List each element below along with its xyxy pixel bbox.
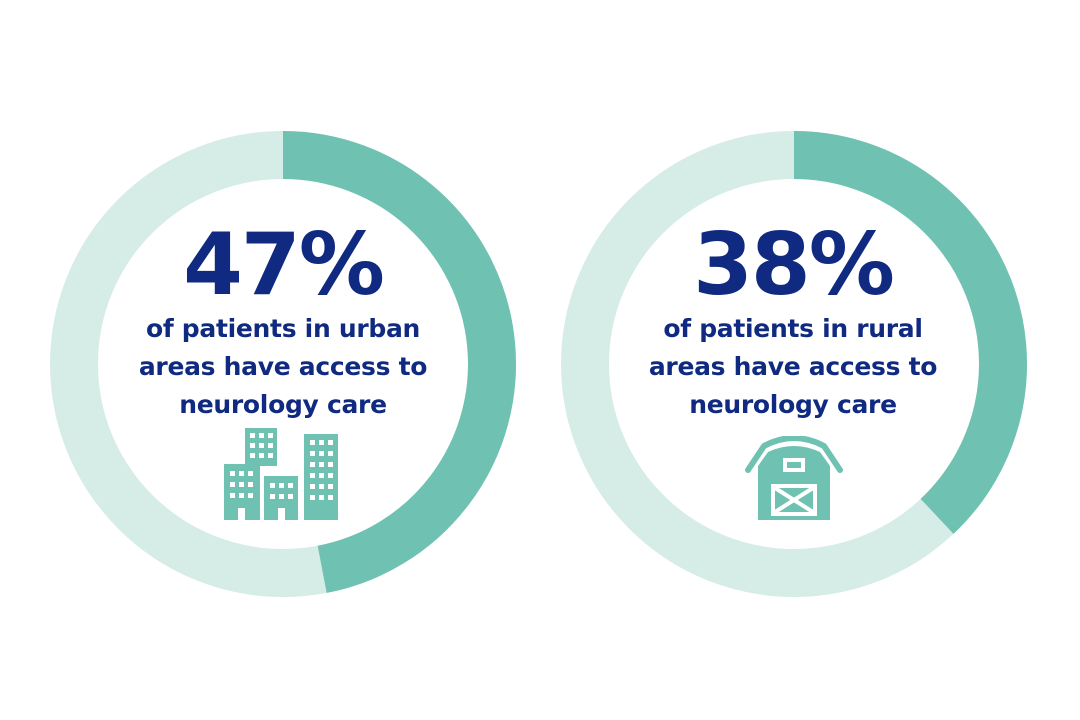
rural-description-line: areas have access to — [648, 352, 938, 381]
urban-percent-label: 47% — [183, 215, 385, 315]
urban-description-line: of patients in urban — [145, 314, 421, 343]
rural-percent-label: 38% — [693, 215, 895, 315]
rural-description: of patients in rural areas have access t… — [613, 310, 973, 424]
urban-donut-chart — [50, 131, 516, 597]
barn-icon — [745, 436, 843, 520]
urban-stat-panel: 47% of patients in urban areas have acce… — [103, 222, 463, 424]
city-buildings-icon — [224, 428, 338, 520]
rural-donut-chart — [561, 131, 1027, 597]
urban-description-line: areas have access to — [138, 352, 428, 381]
rural-description-line: of patients in rural — [663, 314, 923, 343]
urban-description: of patients in urban areas have access t… — [103, 310, 463, 424]
donut-value-arc — [793, 131, 1027, 534]
rural-stat-panel: 38% of patients in rural areas have acce… — [613, 222, 973, 424]
donut-value-arc — [282, 131, 516, 593]
urban-description-line: neurology care — [179, 390, 387, 419]
rural-description-line: neurology care — [689, 390, 897, 419]
